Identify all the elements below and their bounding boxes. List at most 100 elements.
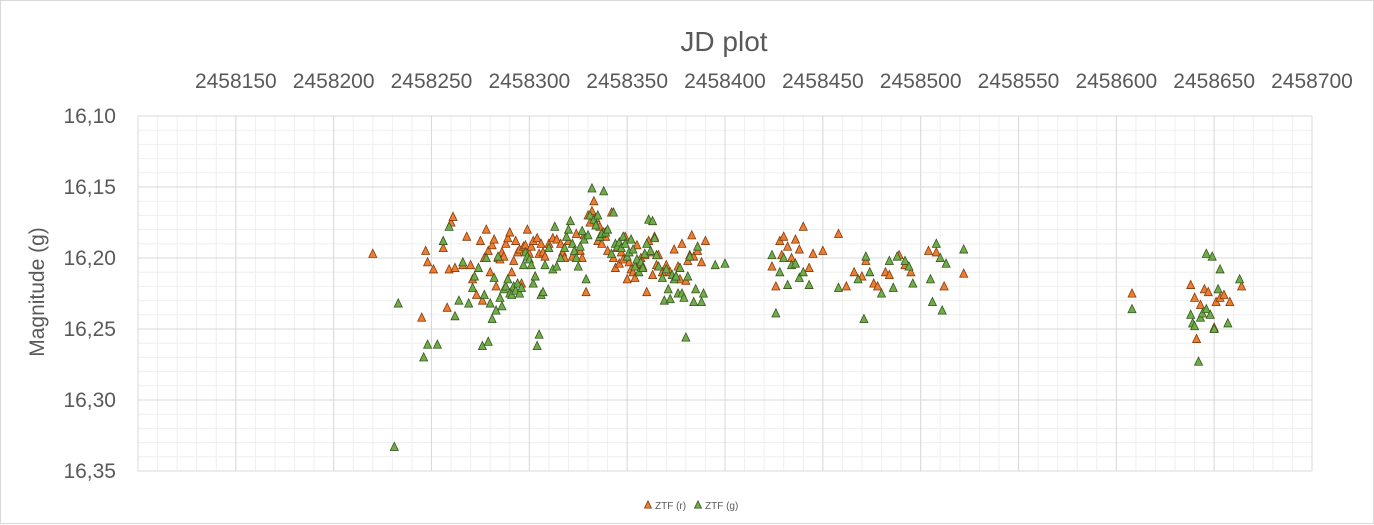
data-point [608,207,619,217]
data-point [691,283,701,294]
data-point [679,292,689,302]
data-point [389,441,399,451]
data-point [573,261,583,271]
data-point [661,263,671,274]
y-tick-labels: 16,10 16,15 16,20 16,25 16,30 16,35 [63,105,116,483]
data-point [790,258,801,268]
data-point [487,313,497,324]
legend: ZTF (r) ZTF (g) [643,499,738,512]
data-point [1225,296,1235,307]
major-gridlines [137,115,1313,472]
data-point [941,258,951,268]
data-point [669,243,679,254]
data-point [653,261,664,271]
data-point [512,278,523,288]
data-point [861,251,871,261]
data-point [483,245,493,255]
series-ztf-r [368,195,1247,343]
data-point [503,273,513,284]
data-point [477,295,488,305]
data-point [518,259,529,270]
data-point [884,269,895,280]
data-points [368,182,1247,451]
data-point [833,228,844,238]
y-tick-label: 16,10 [63,105,116,128]
data-point [552,234,562,244]
data-point [559,242,570,253]
data-point [567,238,578,248]
data-point [577,252,587,263]
data-point [1234,273,1245,284]
data-point [475,235,486,245]
data-point [1193,356,1204,366]
data-point [939,280,949,291]
data-point [583,229,593,240]
data-point [1201,248,1211,258]
data-point [555,238,566,248]
data-point [872,280,883,291]
data-point [489,234,499,244]
data-point [581,286,591,297]
data-point [422,339,433,349]
data-point [937,305,947,315]
y-tick-label: 16,35 [63,460,116,483]
data-point [1127,287,1137,298]
data-point [393,297,403,308]
data-point [510,235,521,245]
data-point [859,313,869,324]
data-point [935,252,945,263]
data-point [683,270,693,281]
data-point [481,252,491,263]
data-point [499,251,509,261]
data-point [841,280,851,291]
data-point [1236,280,1247,291]
data-point [931,238,941,248]
data-point [782,241,793,251]
data-point [514,287,525,298]
data-point [473,262,484,272]
data-point [462,231,472,241]
data-point [687,229,697,240]
data-point [853,273,863,284]
data-point [931,246,941,257]
data-point [450,310,460,321]
data-point [675,262,685,272]
legend-marker-r [643,499,653,509]
data-point [646,245,656,255]
data-point [1215,263,1225,274]
data-point [1207,251,1217,261]
data-point [501,280,511,291]
data-point [685,251,695,261]
x-tick-label: 2458450 [782,70,864,93]
data-point [597,238,607,248]
data-point [696,256,707,267]
data-point [465,259,476,270]
data-point [698,287,709,298]
data-point [1219,289,1229,299]
data-point [624,256,634,267]
data-point [767,249,777,260]
data-point [1223,317,1233,328]
data-point [489,272,499,282]
data-point [647,269,658,280]
data-point [575,241,585,251]
legend-label-r: ZTF (r) [655,501,686,512]
data-point [665,293,675,304]
data-point [561,231,572,241]
data-point [884,255,895,265]
data-point [532,232,542,243]
x-tick-label: 2458400 [684,70,766,93]
data-point [563,224,574,234]
data-point [1186,279,1196,289]
data-point [689,296,699,307]
data-point [591,219,601,230]
data-point [638,262,648,272]
data-point [642,286,652,297]
data-point [640,248,650,258]
data-point [493,251,503,261]
data-point [657,272,668,282]
data-point [798,266,808,277]
data-point [565,215,576,226]
